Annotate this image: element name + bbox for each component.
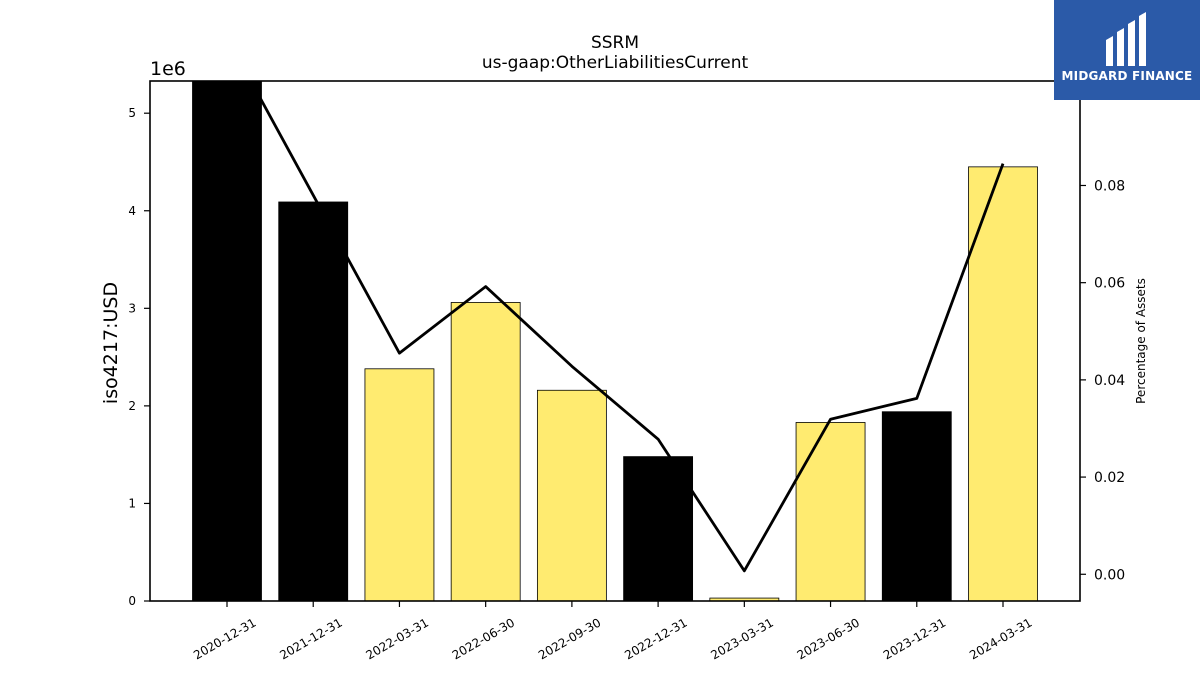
line-layer	[249, 81, 1005, 573]
y2-tick-label-0.00: 0.00	[1094, 567, 1125, 583]
x-tick-label-2022-12-31: 2022-12-31	[622, 615, 689, 662]
y2-tick-label-0.08: 0.08	[1094, 178, 1125, 194]
logo-mark-icon	[1106, 12, 1146, 66]
x-tick-label-2024-03-31: 2024-03-31	[967, 615, 1034, 662]
bar-2023-12-31	[881, 411, 952, 602]
brand-logo: MIDGARD FINANCE	[1054, 0, 1200, 100]
y-tick-label-1: 1	[128, 496, 136, 510]
bar-2022-03-31	[364, 368, 435, 602]
bar-2023-06-30	[795, 422, 866, 602]
plot-frame	[149, 80, 1081, 602]
y-axis-label: iso4217:USD	[100, 282, 122, 404]
x-tick-label-2023-12-31: 2023-12-31	[881, 615, 948, 662]
y-tick-label-5: 5	[128, 106, 136, 120]
y-tick-label-3: 3	[128, 301, 136, 315]
bar-2022-06-30	[450, 302, 521, 602]
x-tick-label-2020-12-31: 2020-12-31	[191, 615, 258, 662]
x-tick-label-2022-03-31: 2022-03-31	[364, 615, 431, 662]
bar-2020-12-31	[192, 80, 262, 602]
x-tick-label-2022-09-30: 2022-09-30	[536, 615, 603, 662]
y2-tick-label-0.04: 0.04	[1094, 373, 1125, 389]
x-tick-label-2022-06-30: 2022-06-30	[450, 615, 517, 662]
y-tick-label-2: 2	[128, 399, 136, 413]
bars-layer	[192, 80, 1038, 602]
y2-axis-label: Percentage of Assets	[1134, 278, 1148, 404]
x-tick-label-2021-12-31: 2021-12-31	[277, 615, 344, 662]
x-tick-label-2023-06-30: 2023-06-30	[795, 615, 862, 662]
y-tick-label-0: 0	[128, 594, 136, 608]
logo-text: MIDGARD FINANCE	[1061, 69, 1193, 83]
y2-tick-label-0.06: 0.06	[1094, 276, 1125, 292]
bar-2022-09-30	[536, 389, 607, 602]
bar-2022-12-31	[623, 456, 694, 602]
percentage-line	[249, 81, 1005, 573]
bar-2021-12-31	[278, 201, 349, 602]
y-tick-label-4: 4	[128, 204, 136, 218]
chart-subtitle: us-gaap:OtherLiabilitiesCurrent	[482, 53, 749, 73]
chart-title: SSRM	[591, 33, 639, 53]
x-tick-label-2023-03-31: 2023-03-31	[708, 615, 775, 662]
y2-tick-label-0.02: 0.02	[1094, 470, 1125, 486]
y-offset-label: 1e6	[150, 58, 186, 80]
